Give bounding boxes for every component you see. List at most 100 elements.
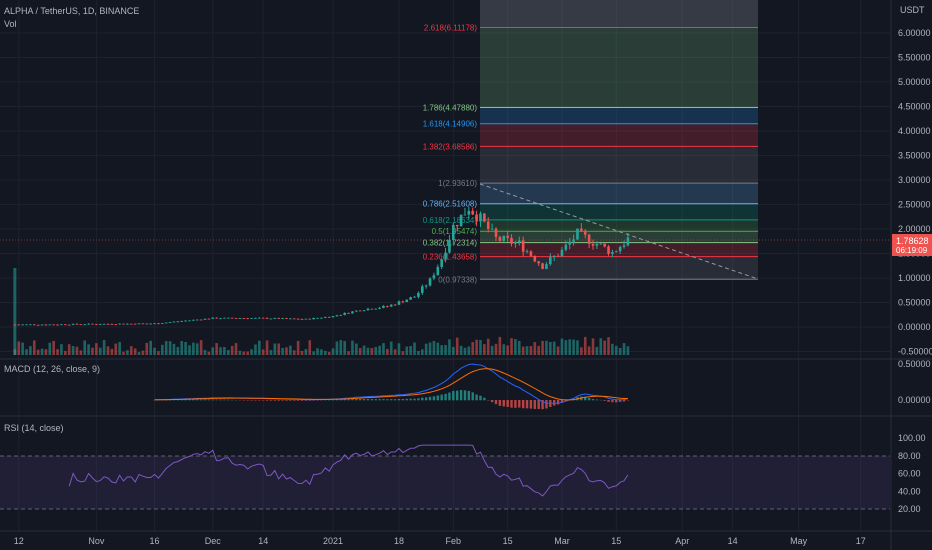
macd-histogram-bar [366,398,370,401]
volume-bar [320,349,323,355]
candle-body [440,259,443,267]
volume-bar [479,340,482,355]
volume-bar [106,346,110,355]
fib-level-label: 0.236(1.43658) [423,253,478,262]
candle-body [296,318,300,320]
candle-body [64,324,67,326]
candle-body [316,317,319,319]
volume-bar [184,342,187,355]
volume-bar [564,340,568,355]
fib-zone [480,27,758,108]
volume-bar [335,341,339,355]
volume-bar [572,339,575,355]
volume-bar [83,340,87,355]
volume-bar [21,342,24,355]
candle-body [141,323,145,325]
candle-body [122,323,125,325]
volume-bars [13,268,630,355]
price-tick-label: 4.00000 [898,126,931,136]
volume-bar [296,340,300,355]
candle-body [506,235,509,238]
candle-body [21,324,24,326]
candle-body [192,319,195,321]
candle-body [98,324,102,326]
volume-bar [129,346,133,355]
fibonacci-extension[interactable]: 0(0.97338)0.236(1.43658)0.382(1.72314)0.… [423,0,758,284]
volume-bar [599,338,603,355]
volume-bar [300,350,304,355]
candle-body [102,323,106,325]
macd-histogram-bar [219,399,222,401]
candle-body [126,323,129,325]
volume-bar [141,350,145,355]
volume-bar [347,351,350,355]
volume-bar [424,343,428,355]
macd-histogram-bar [355,399,358,401]
candle-body [320,317,323,319]
candle-body [537,261,540,264]
macd-histogram-bar [413,398,416,401]
candle-body [195,319,199,321]
price-tick-label: 5.00000 [898,77,931,87]
candle-body [87,323,90,325]
symbol-title[interactable]: ALPHA / TetherUS, 1D, BINANCE [4,6,139,16]
candle-body [541,263,544,269]
candle-body [60,324,63,326]
macd-histogram-bar [587,397,591,401]
candle-body [587,234,591,245]
candle-body [188,320,191,322]
macd-histogram-bar [393,399,397,401]
candle-body [382,305,385,308]
macd-histogram-bar [463,390,467,401]
candle-body [17,324,21,326]
candle-body [572,239,575,242]
macd-histogram-bar [560,400,564,404]
volume-bar [397,343,401,355]
macd-histogram-bar [603,400,606,401]
macd-histogram-bar [456,390,459,401]
volume-bar [145,342,149,355]
macd-histogram-bar [591,398,595,401]
volume-bar [304,349,308,355]
candle-body [172,321,176,323]
candle-body [157,323,160,325]
candle-body [281,318,284,319]
volume-bar [541,340,544,355]
macd-histogram-bar [483,397,486,401]
volume-bar [64,350,67,355]
macd-label[interactable]: MACD (12, 26, close, 9) [4,364,100,374]
price-tick-label: 3.00000 [898,175,931,185]
candle-body [79,324,83,326]
rsi-tick-label: 80.00 [898,451,921,461]
fib-zone [480,107,758,124]
volume-bar [556,346,560,355]
candle-body [420,286,424,293]
macd-histogram-bar [362,399,366,401]
volume-bar [122,351,125,355]
time-tick-label: 18 [394,536,404,546]
macd-pane[interactable] [153,363,630,410]
candle-body [331,316,335,318]
time-axis[interactable]: 12 Nov 16 Dec 14 2021 18 Feb 15 Mar 15 Apr 14 May 17 [14,536,866,546]
time-tick-label: 12 [14,536,24,546]
candle-body [215,317,218,319]
candle-body [277,318,281,319]
volume-bar [176,347,180,355]
fib-level-label: 1(2.93610) [438,179,477,188]
rsi-pane[interactable] [0,444,890,510]
candle-body [52,324,55,326]
candle-body [409,297,412,300]
price-tick-label: 2.50000 [898,200,931,210]
candle-body [199,319,203,321]
candle-body [366,308,370,311]
candle-body [595,243,599,246]
candle-body [490,228,494,230]
macd-histogram-bar [615,400,618,403]
candle-body [556,255,560,257]
candle-body [312,317,315,320]
volume-bar [126,350,129,355]
volume-bar [91,347,94,355]
candle-body [494,228,498,237]
rsi-label[interactable]: RSI (14, close) [4,423,64,433]
